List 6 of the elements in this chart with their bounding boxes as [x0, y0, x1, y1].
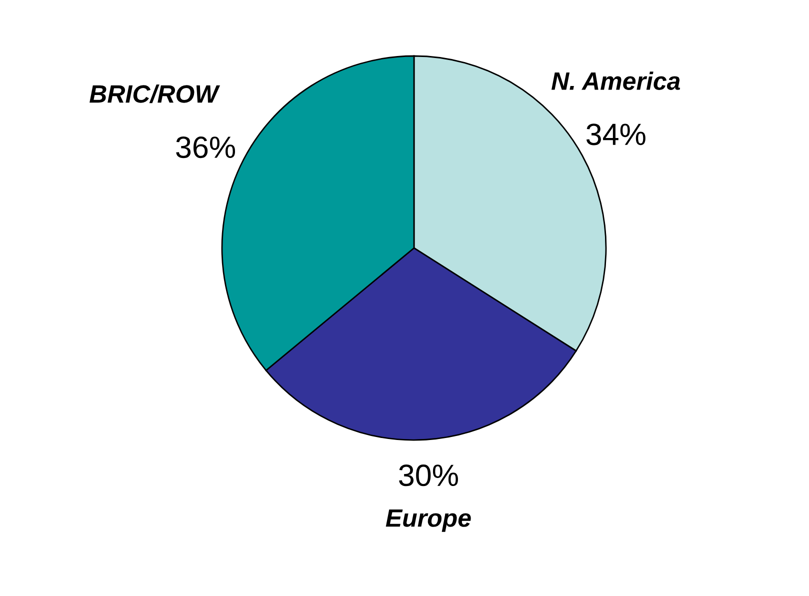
data-label: 30% — [399, 464, 458, 486]
slice-label: Europe — [386, 509, 471, 532]
slice-label: BRIC/ROW — [90, 84, 220, 104]
data-label: 34% — [586, 124, 646, 146]
slice-label: N. America — [552, 72, 680, 90]
data-label: 36% — [176, 136, 236, 158]
